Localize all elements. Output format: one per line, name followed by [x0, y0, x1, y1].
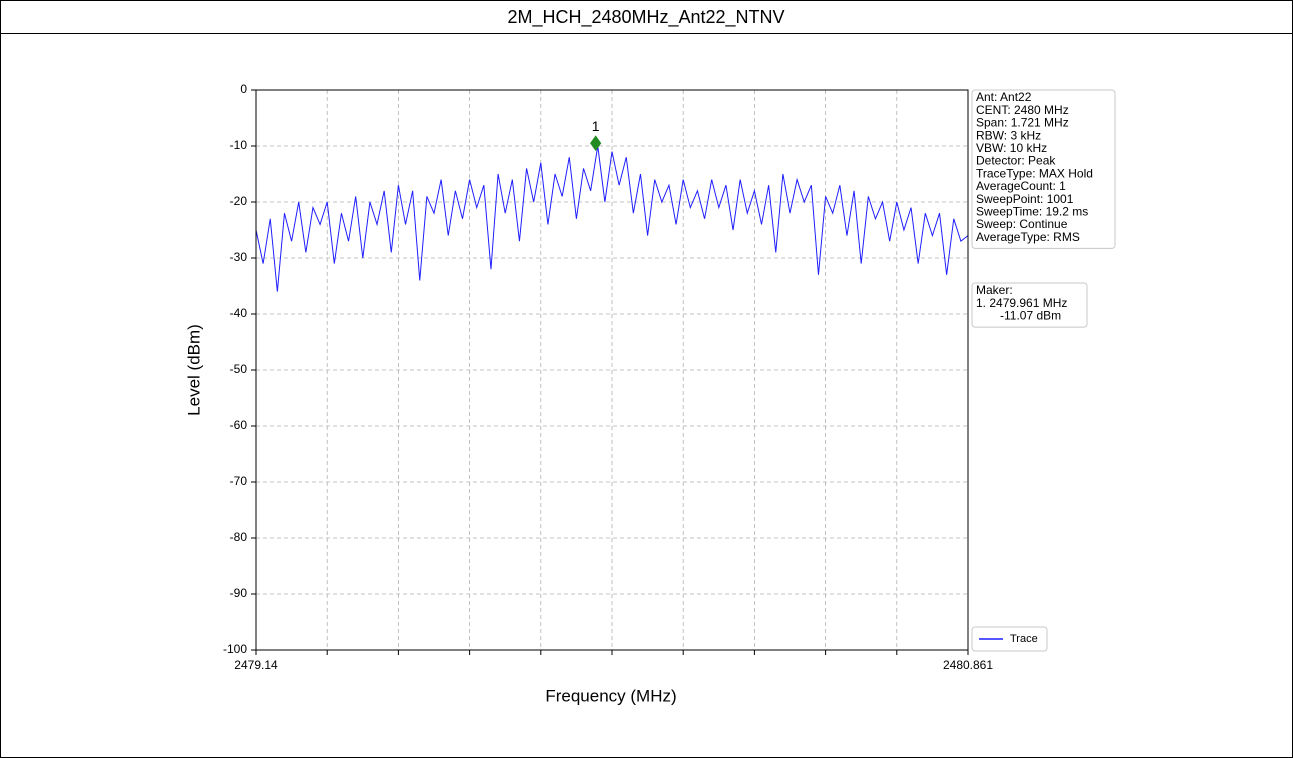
trace-line	[255, 145, 969, 292]
marker-box-line: 1. 2479.961 MHz	[976, 296, 1067, 310]
info-box-line: AverageCount: 1	[976, 179, 1066, 193]
info-box-line: CENT: 2480 MHz	[976, 103, 1069, 117]
marker-diamond	[590, 135, 602, 152]
y-tick-label: -80	[230, 530, 248, 544]
legend-label: Trace	[1010, 633, 1038, 645]
info-box-line: AverageType: RMS	[976, 230, 1080, 244]
y-axis-label: Level (dBm)	[184, 324, 203, 416]
x-axis-label: Frequency (MHz)	[545, 686, 676, 705]
info-box-line: Detector: Peak	[976, 154, 1056, 168]
chart-title: 2M_HCH_2480MHz_Ant22_NTNV	[507, 7, 784, 28]
y-tick-label: -50	[230, 362, 248, 376]
x-tick-label: 2479.14	[234, 658, 278, 672]
marker-box-line: Maker:	[976, 283, 1013, 297]
legend-box	[971, 626, 1048, 652]
info-box-line: SweepPoint: 1001	[976, 192, 1074, 206]
y-tick-label: -90	[230, 586, 248, 600]
info-box-line: Span: 1.721 MHz	[976, 116, 1069, 130]
info-box-line: Sweep: Continue	[976, 217, 1068, 231]
plot-frame	[255, 89, 969, 651]
y-tick-label: -60	[230, 418, 248, 432]
x-tick-label: 2480.861	[943, 658, 993, 672]
y-tick-label: -70	[230, 474, 248, 488]
y-tick-label: -100	[223, 642, 247, 656]
info-box-line: RBW: 3 kHz	[976, 128, 1041, 142]
info-box-line: Ant: Ant22	[976, 90, 1032, 104]
marker-label: 1	[592, 118, 600, 134]
marker-box	[971, 282, 1088, 328]
y-tick-label: -30	[230, 250, 248, 264]
y-tick-label: -20	[230, 194, 248, 208]
info-box-line: TraceType: MAX Hold	[976, 166, 1093, 180]
info-box-line: VBW: 10 kHz	[976, 141, 1047, 155]
y-tick-label: -40	[230, 306, 248, 320]
info-box-line: SweepTime: 19.2 ms	[976, 204, 1088, 218]
info-box	[971, 89, 1116, 249]
marker-box-line: -11.07 dBm	[1000, 309, 1061, 323]
y-tick-label: -10	[230, 138, 248, 152]
y-tick-label: 0	[240, 82, 247, 96]
